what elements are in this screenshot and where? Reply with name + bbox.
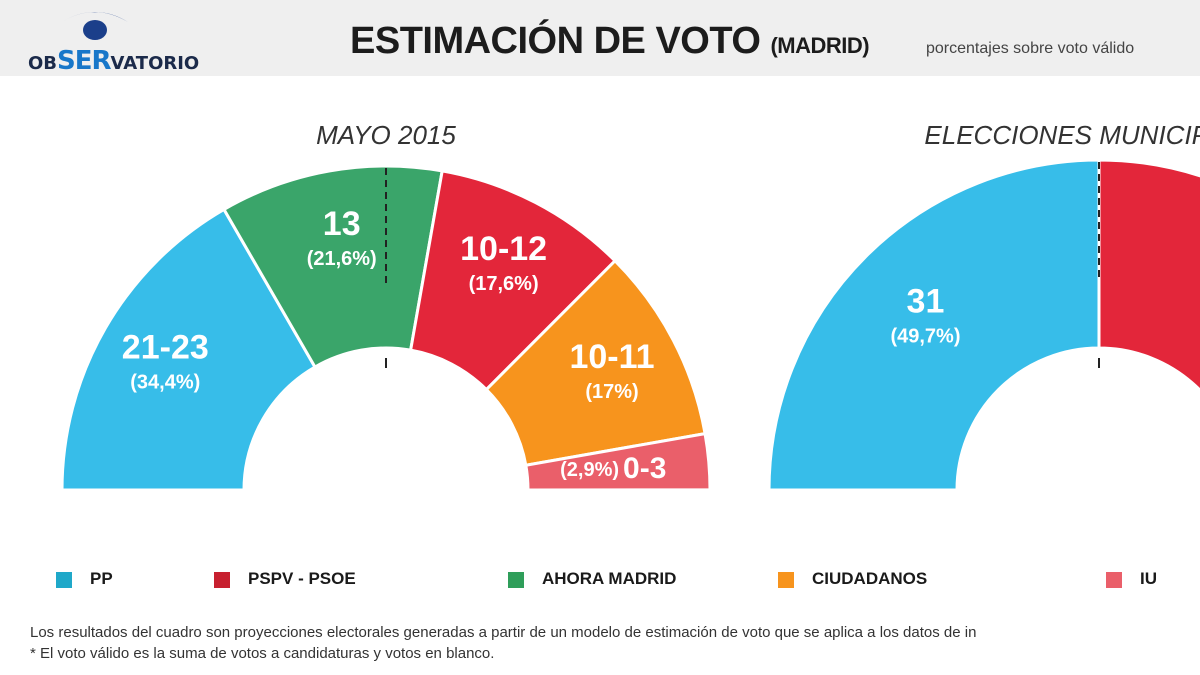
slice-pspv-psoe <box>408 169 618 392</box>
slice-ahora-madrid <box>221 164 444 370</box>
logo-prefix: OB <box>28 53 58 74</box>
legend-label: IU <box>1140 569 1157 588</box>
logo-suffix: VATORIO <box>110 53 200 74</box>
slice-pct-label: (17,6%) <box>469 273 539 295</box>
hemicycle-chart-2: ELECCIONES MUNICIPALES31(49,7%)15(23,9 <box>767 120 1200 492</box>
footnotes: Los resultados del cuadro son proyeccion… <box>30 622 1200 664</box>
slice-pp <box>767 158 1101 492</box>
slice-iu <box>524 431 712 492</box>
footnote-valid-vote: * El voto válido es la suma de votos a c… <box>30 645 495 662</box>
title-region: (MADRID) <box>770 33 870 58</box>
slice-seats-label: 21-23 <box>122 329 209 367</box>
logo-brand: SER <box>57 46 112 76</box>
slice-seats-label: 13 <box>323 205 361 243</box>
legend-label: PSPV - PSOE <box>248 569 356 588</box>
legend: PP PSPV - PSOE AHORA MADRID CIUDADANOS IU <box>0 566 1200 592</box>
title-main: ESTIMACIÓN DE VOTO <box>350 20 761 62</box>
slice-pct-label: (17%) <box>585 381 638 403</box>
slice-pct-label: (2,9%) <box>560 459 619 481</box>
slice-seats-label: 10-11 <box>569 338 654 376</box>
page-subtitle: porcentajes sobre voto válido <box>926 40 1135 57</box>
slice-pct-label: (49,7%) <box>890 325 960 347</box>
slice-seats-label: 31 <box>907 282 945 320</box>
legend-swatch <box>214 572 230 588</box>
charts-area: MAYO 2015 21-23 (34,4%) 13 (21,6%) 10-12 (17,6… <box>0 76 1200 546</box>
observatorio-logo: OBSERVATORIO <box>0 0 240 76</box>
legend-swatch <box>508 572 524 588</box>
slice-ciudadanos <box>484 258 707 468</box>
slice-pct-label: (21,6%) <box>307 248 377 270</box>
legend-label: PP <box>90 569 113 588</box>
header-bar: OBSERVATORIO ESTIMACIÓN DE VOTO (MADRID) … <box>0 0 1200 76</box>
page-title: ESTIMACIÓN DE VOTO (MADRID) <box>350 20 870 63</box>
legend-swatch <box>56 572 72 588</box>
footnote-methodology: Los resultados del cuadro son proyeccion… <box>30 624 977 641</box>
slice-pp <box>60 207 318 492</box>
slice-seats-label: 10-12 <box>460 230 547 268</box>
chart-title: MAYO 2015 <box>316 120 456 150</box>
legend-swatch <box>778 572 794 588</box>
legend-label: CIUDADANOS <box>812 569 928 588</box>
eye-icon <box>62 12 128 40</box>
hemicycle-chart-1: MAYO 2015 21-23 (34,4%) 13 (21,6%) 10-12 (17,6… <box>60 120 712 492</box>
slice-pspv-psoe <box>1097 158 1200 393</box>
slice-seats-label: 0-3 <box>623 452 666 485</box>
hemicycle-charts: MAYO 2015 21-23 (34,4%) 13 (21,6%) 10-12 (17,6… <box>60 120 1200 492</box>
slice-pct-label: (34,4%) <box>130 372 200 394</box>
chart-title: ELECCIONES MUNICIPALES <box>924 120 1200 150</box>
legend-label: AHORA MADRID <box>542 569 677 588</box>
legend-swatch <box>1106 572 1122 588</box>
logo-wordmark: OBSERVATORIO <box>28 46 199 76</box>
